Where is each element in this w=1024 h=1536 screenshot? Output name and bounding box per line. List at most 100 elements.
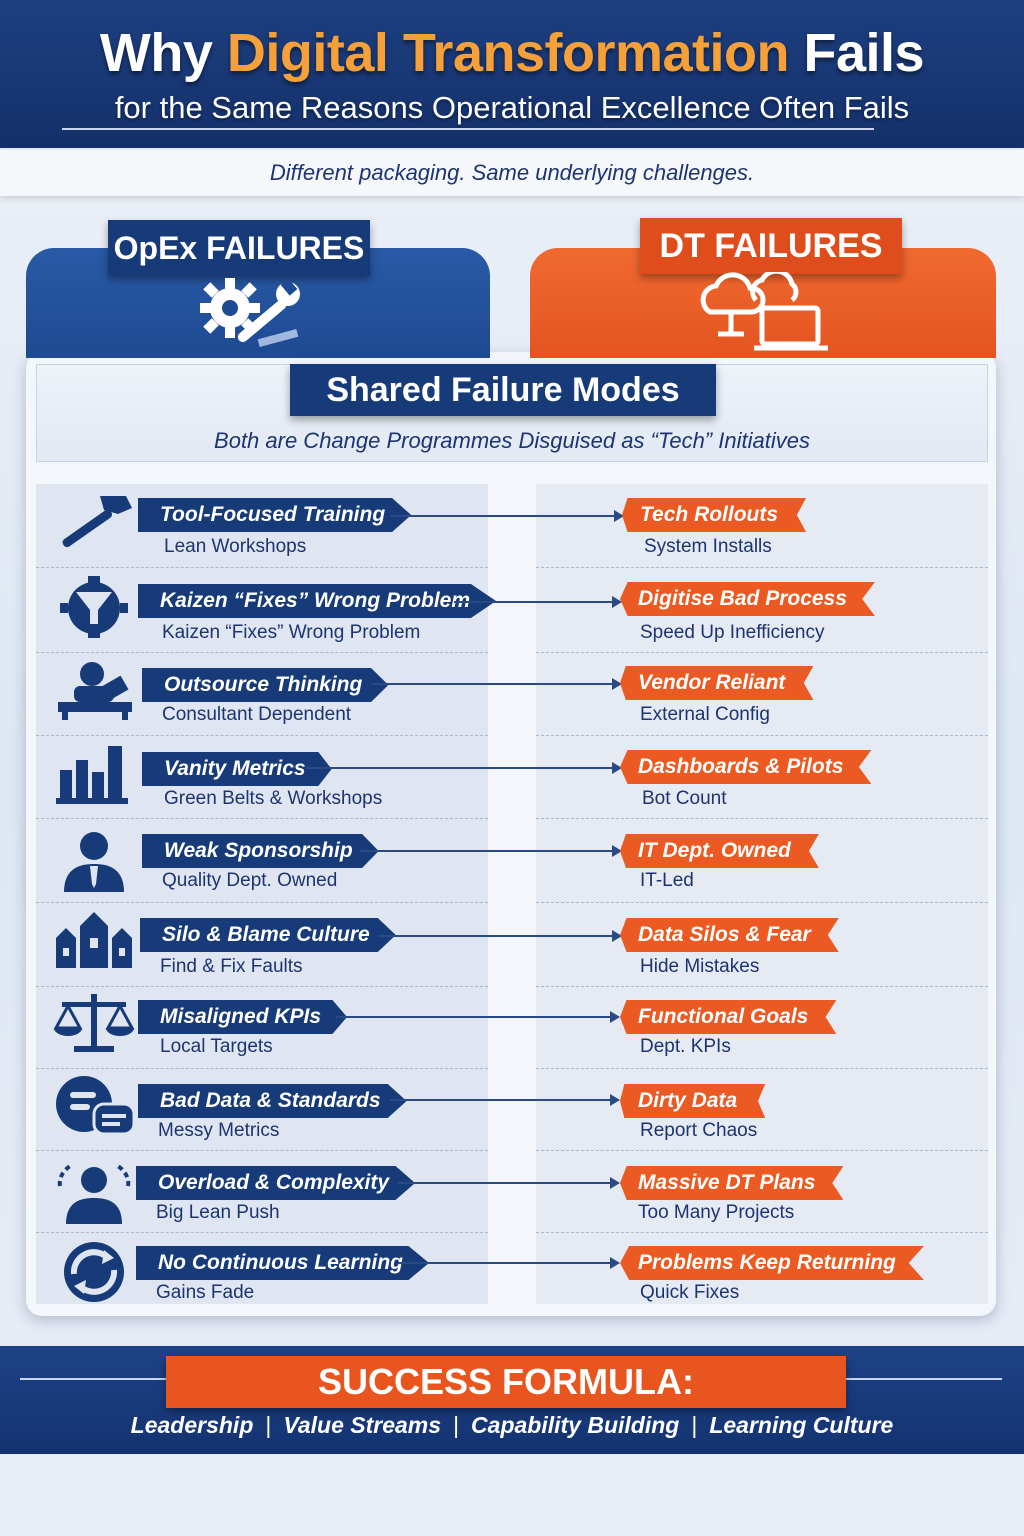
- left-sub-consultant-dependent: Consultant Dependent: [162, 704, 352, 725]
- connector-arrow: [390, 1094, 620, 1106]
- left-tag-no-continuous-learning: No Continuous Learning: [136, 1246, 429, 1280]
- right-tag-problems-keep-returning: Problems Keep Returning: [620, 1246, 924, 1280]
- left-sub-green-belts: Green Belts & Workshops: [164, 788, 383, 809]
- right-tag-vendor-reliant: Vendor Reliant: [620, 666, 814, 700]
- formula-item-leadership: Leadership: [130, 1412, 254, 1438]
- row-separator: [36, 567, 488, 569]
- right-sub-system-installs: System Installs: [644, 536, 772, 557]
- right-tag-data-silos-fear: Data Silos & Fear: [620, 918, 839, 952]
- right-tag-it-dept-owned: IT Dept. Owned: [620, 834, 819, 868]
- connector-arrow: [360, 845, 622, 857]
- opex-failures-label: OpEx FAILURES: [108, 220, 370, 276]
- row-separator: [36, 735, 488, 737]
- shared-failure-title: Shared Failure Modes: [290, 364, 716, 416]
- formula-separator: |: [691, 1412, 698, 1438]
- footer-line-right: [842, 1378, 1002, 1380]
- connector-arrow: [336, 1011, 620, 1023]
- row-separator: [536, 902, 988, 904]
- row-separator: [36, 1068, 488, 1070]
- right-sub-it-led: IT-Led: [640, 870, 694, 891]
- right-tag-dirty-data: Dirty Data: [620, 1084, 766, 1118]
- left-sub-local-targets: Local Targets: [160, 1036, 273, 1057]
- connector-arrow: [306, 762, 622, 774]
- row-separator: [36, 1150, 488, 1152]
- footer-line-left: [20, 1378, 170, 1380]
- right-sub-speed-up-inefficiency: Speed Up Inefficiency: [640, 622, 825, 643]
- right-sub-report-chaos: Report Chaos: [640, 1120, 758, 1141]
- row-separator: [536, 1068, 988, 1070]
- balance-scale-icon: [53, 994, 135, 1052]
- row-separator: [36, 902, 488, 904]
- right-tag-massive-dt-plans: Massive DT Plans: [620, 1166, 844, 1200]
- left-tag-weak-sponsorship: Weak Sponsorship: [142, 834, 379, 868]
- success-formula-items: Leadership | Value Streams | Capability Buil…: [0, 1412, 1024, 1439]
- row-separator: [536, 567, 988, 569]
- left-tag-kaizen-fixes: Kaizen “Fixes” Wrong Problem: [138, 584, 497, 618]
- right-tag-dashboards-pilots: Dashboards & Pilots: [620, 750, 872, 784]
- bar-chart-icon: [56, 746, 128, 804]
- left-sub-find-fix-faults: Find & Fix Faults: [160, 956, 303, 977]
- manager-icon: [64, 832, 124, 892]
- left-tag-vanity-metrics: Vanity Metrics: [142, 752, 332, 786]
- dt-failures-label: DT FAILURES: [640, 218, 902, 274]
- left-tag-overload-complexity: Overload & Complexity: [136, 1166, 416, 1200]
- success-formula-title: SUCCESS FORMULA:: [166, 1356, 846, 1408]
- left-sub-messy-metrics: Messy Metrics: [158, 1120, 280, 1141]
- left-tag-misaligned-kpis: Misaligned KPIs: [138, 1000, 348, 1034]
- connector-arrow: [398, 1257, 620, 1269]
- formula-item-learning-culture: Learning Culture: [709, 1412, 894, 1438]
- row-separator: [536, 986, 988, 988]
- right-tag-functional-goals: Functional Goals: [620, 1000, 837, 1034]
- tagline-band: Different packaging. Same underlying cha…: [0, 150, 1024, 196]
- silo-buildings-icon: [56, 912, 132, 968]
- left-sub-lean-workshops: Lean Workshops: [164, 536, 307, 557]
- formula-item-value-streams: Value Streams: [283, 1412, 442, 1438]
- formula-separator: |: [265, 1412, 272, 1438]
- left-sub-gains-fade: Gains Fade: [156, 1282, 255, 1303]
- gear-funnel-icon: [60, 576, 128, 638]
- row-separator: [536, 735, 988, 737]
- shared-failure-subtitle: Both are Change Programmes Disguised as …: [214, 428, 810, 453]
- right-tag-digitise-bad-process: Digitise Bad Process: [620, 582, 875, 616]
- tagline: Different packaging. Same underlying cha…: [269, 160, 755, 185]
- connector-arrow: [390, 510, 624, 522]
- right-tag-tech-rollouts: Tech Rollouts: [622, 498, 807, 532]
- row-separator: [536, 652, 988, 654]
- title-accent: Digital Transformation: [226, 23, 790, 83]
- formula-item-capability-building: Capability Building: [471, 1412, 680, 1438]
- header-banner: [0, 0, 1024, 148]
- title-underline: [62, 128, 874, 130]
- connector-arrow: [454, 596, 622, 608]
- right-sub-bot-count: Bot Count: [642, 788, 727, 809]
- title-part2: Fails: [803, 23, 925, 83]
- consultant-desk-icon: [58, 662, 132, 720]
- overloaded-person-icon: [57, 1164, 131, 1224]
- gear-wrench-icon: [200, 278, 300, 348]
- row-separator: [536, 1232, 988, 1234]
- formula-separator: |: [453, 1412, 460, 1438]
- row-separator: [36, 1232, 488, 1234]
- left-tag-bad-data: Bad Data & Standards: [138, 1084, 407, 1118]
- data-chat-icon: [56, 1076, 136, 1136]
- connector-arrow: [372, 678, 622, 690]
- row-separator: [36, 818, 488, 820]
- row-separator: [536, 818, 988, 820]
- connector-arrow: [398, 1177, 620, 1189]
- row-separator: [36, 652, 488, 654]
- left-sub-kaizen-fixes: Kaizen “Fixes” Wrong Problem: [162, 622, 421, 643]
- row-separator: [536, 1150, 988, 1152]
- right-sub-external-config: External Config: [640, 704, 770, 725]
- left-tag-tool-focused-training: Tool-Focused Training: [138, 498, 412, 532]
- left-sub-big-lean-push: Big Lean Push: [156, 1202, 280, 1223]
- right-sub-hide-mistakes: Hide Mistakes: [640, 956, 760, 977]
- right-sub-too-many-projects: Too Many Projects: [638, 1202, 795, 1223]
- page-subtitle: for the Same Reasons Operational Excelle…: [114, 90, 910, 125]
- cloud-computer-icon: [700, 272, 828, 351]
- hammer-icon: [62, 496, 132, 548]
- cycle-icon: [64, 1242, 124, 1302]
- left-sub-quality-dept: Quality Dept. Owned: [162, 870, 338, 891]
- column-divider: [490, 470, 534, 1306]
- right-sub-dept-kpis: Dept. KPIs: [640, 1036, 731, 1057]
- left-tag-outsource-thinking: Outsource Thinking: [142, 668, 389, 702]
- title-part1: Why: [99, 23, 213, 83]
